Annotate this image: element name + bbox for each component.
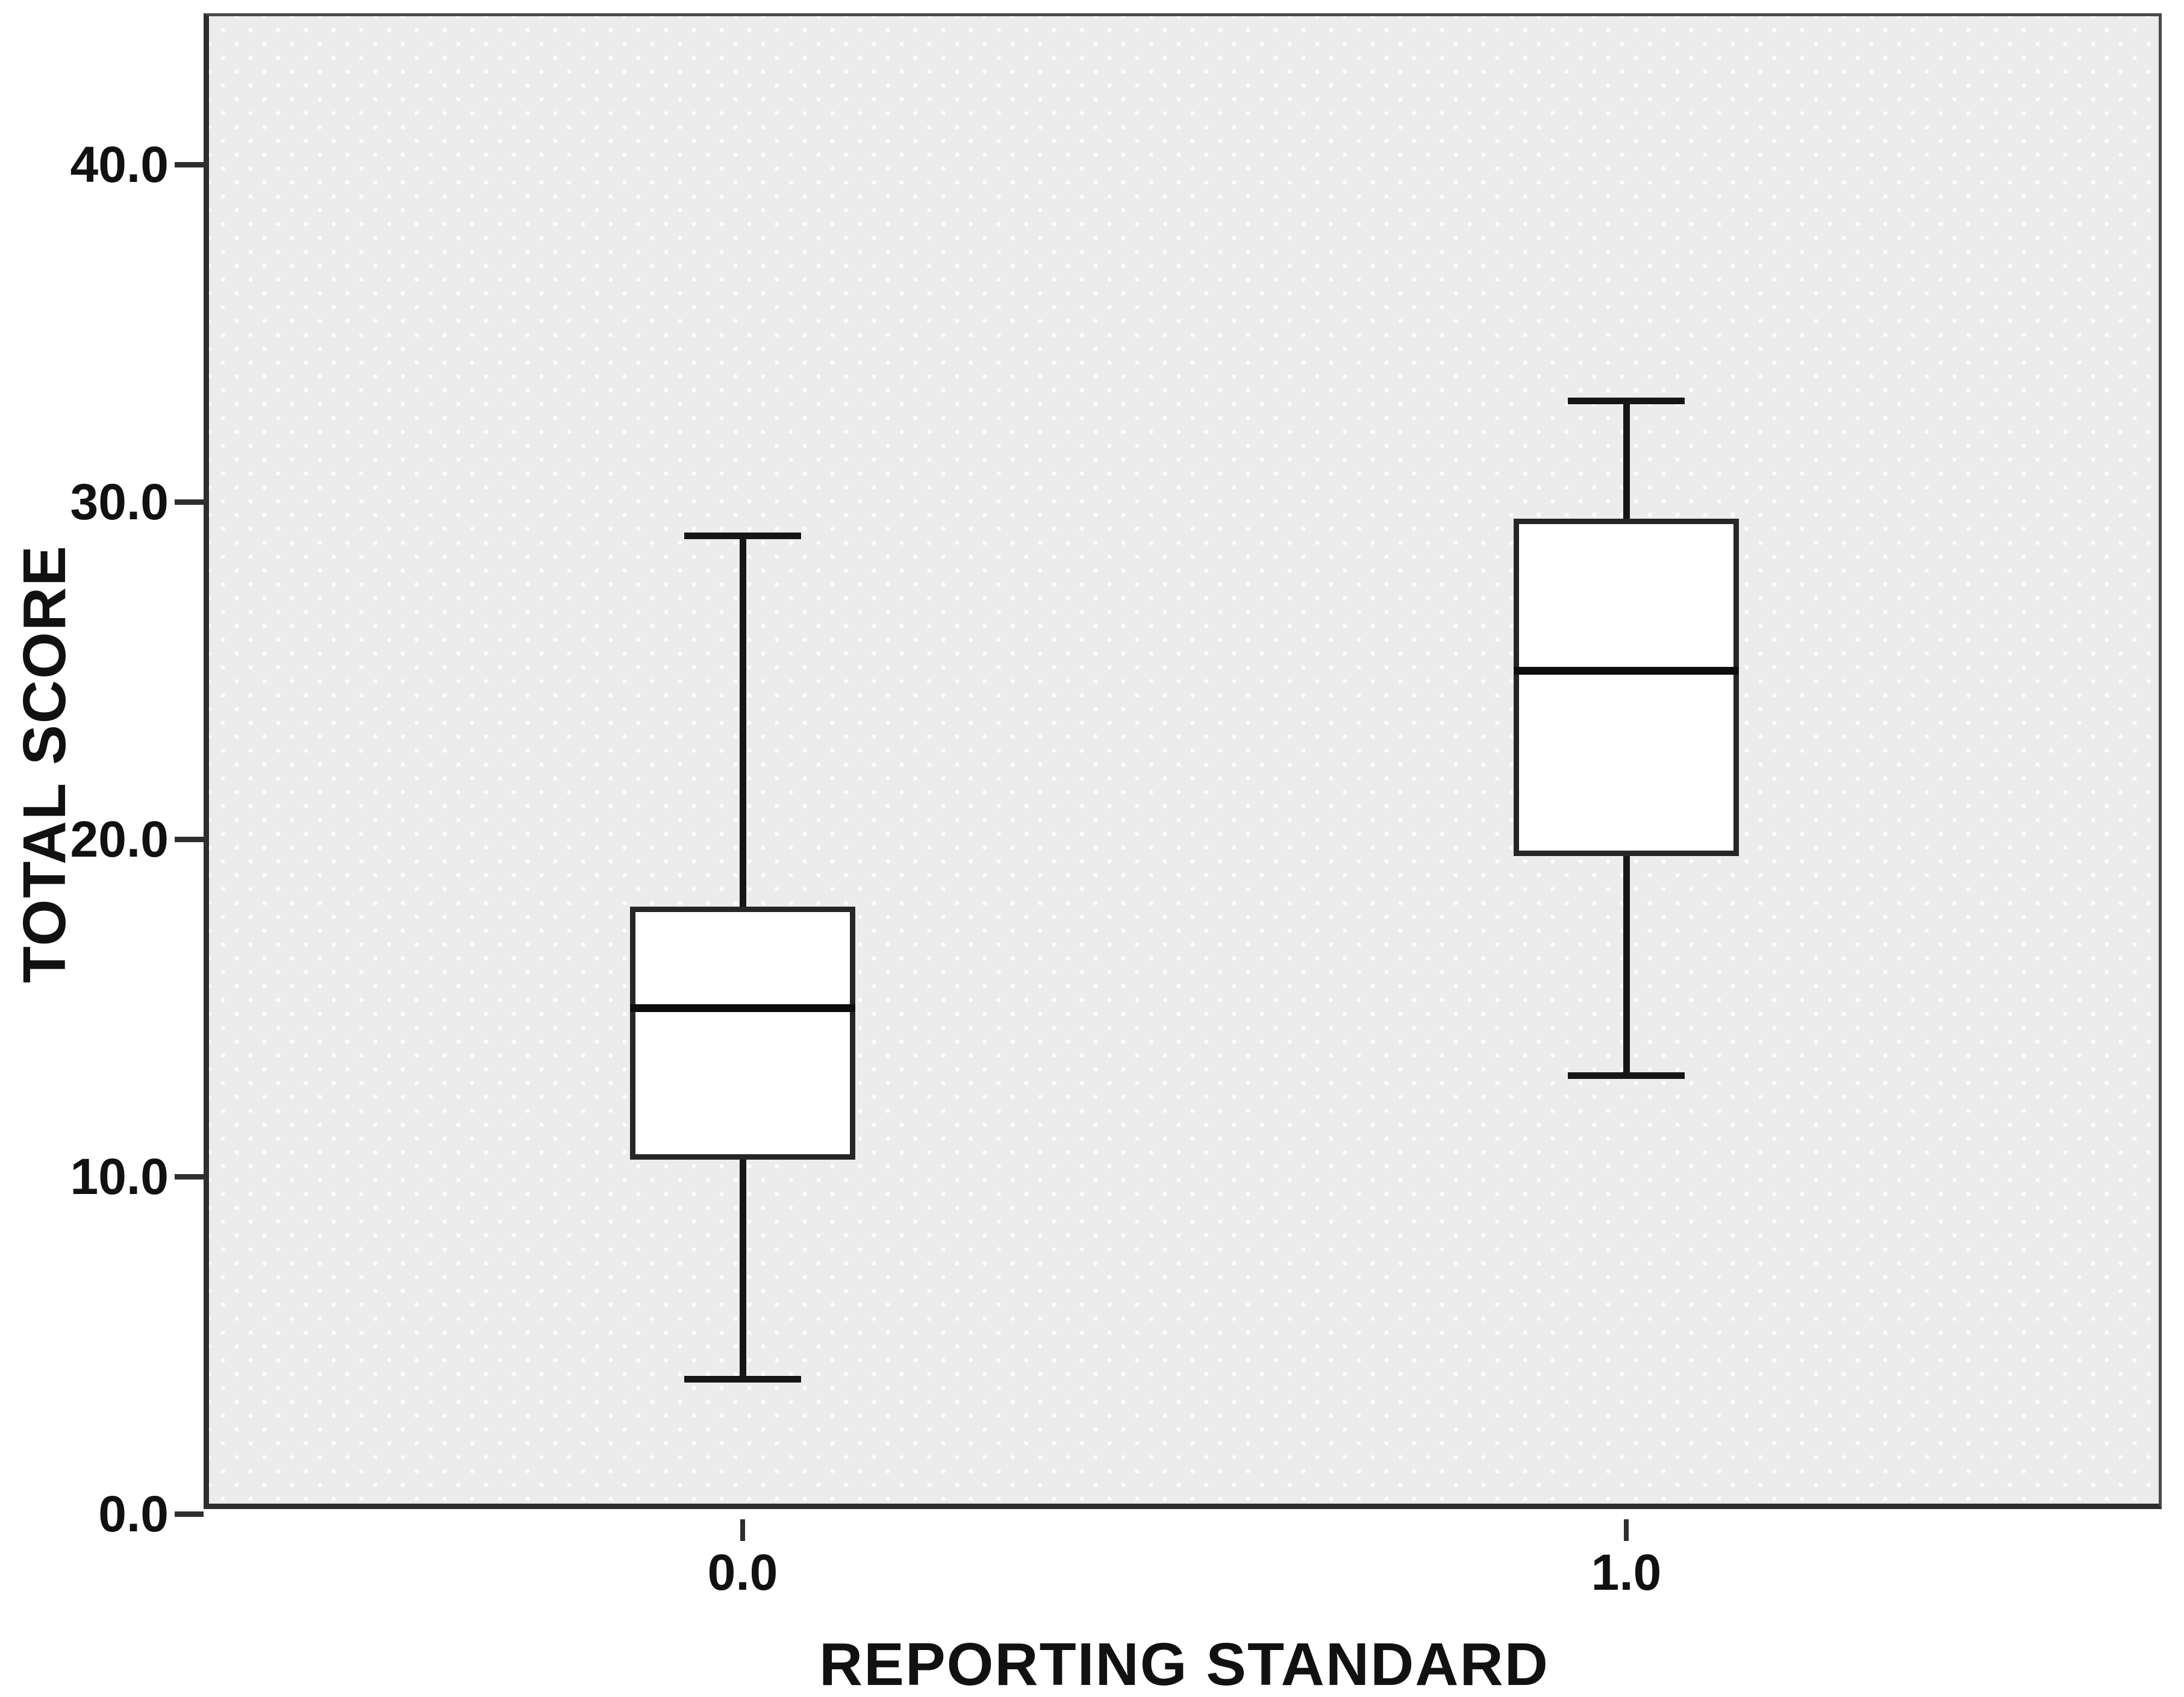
y-axis-tick xyxy=(175,1511,204,1517)
plot-area xyxy=(204,13,2162,1509)
x-tick-label: 1.0 xyxy=(1591,1544,1662,1601)
whisker-cap-high xyxy=(1568,398,1685,404)
y-axis-tick xyxy=(175,837,204,842)
median-line-1.0 xyxy=(1514,667,1739,675)
y-tick-label: 10.0 xyxy=(70,1148,169,1205)
whisker-cap-high xyxy=(684,533,801,539)
y-tick-label: 0.0 xyxy=(98,1486,169,1542)
y-tick-label: 20.0 xyxy=(70,811,169,867)
x-tick-label: 0.0 xyxy=(707,1544,778,1601)
x-axis-tick xyxy=(1624,1519,1629,1541)
y-axis-tick xyxy=(175,1174,204,1180)
y-axis-tick xyxy=(175,499,204,505)
box-iqr-0.0 xyxy=(630,907,855,1160)
whisker-cap-low xyxy=(1568,1072,1685,1079)
whisker-cap-low xyxy=(684,1376,801,1383)
y-tick-label: 30.0 xyxy=(70,473,169,530)
y-axis-tick xyxy=(175,162,204,167)
y-axis-title: TOTAL SCORE xyxy=(11,545,78,983)
box-iqr-1.0 xyxy=(1514,519,1739,856)
y-tick-label: 40.0 xyxy=(70,136,169,193)
x-axis-tick xyxy=(740,1519,745,1541)
x-axis-title: REPORTING STANDARD xyxy=(819,1631,1549,1697)
median-line-0.0 xyxy=(630,1004,855,1012)
